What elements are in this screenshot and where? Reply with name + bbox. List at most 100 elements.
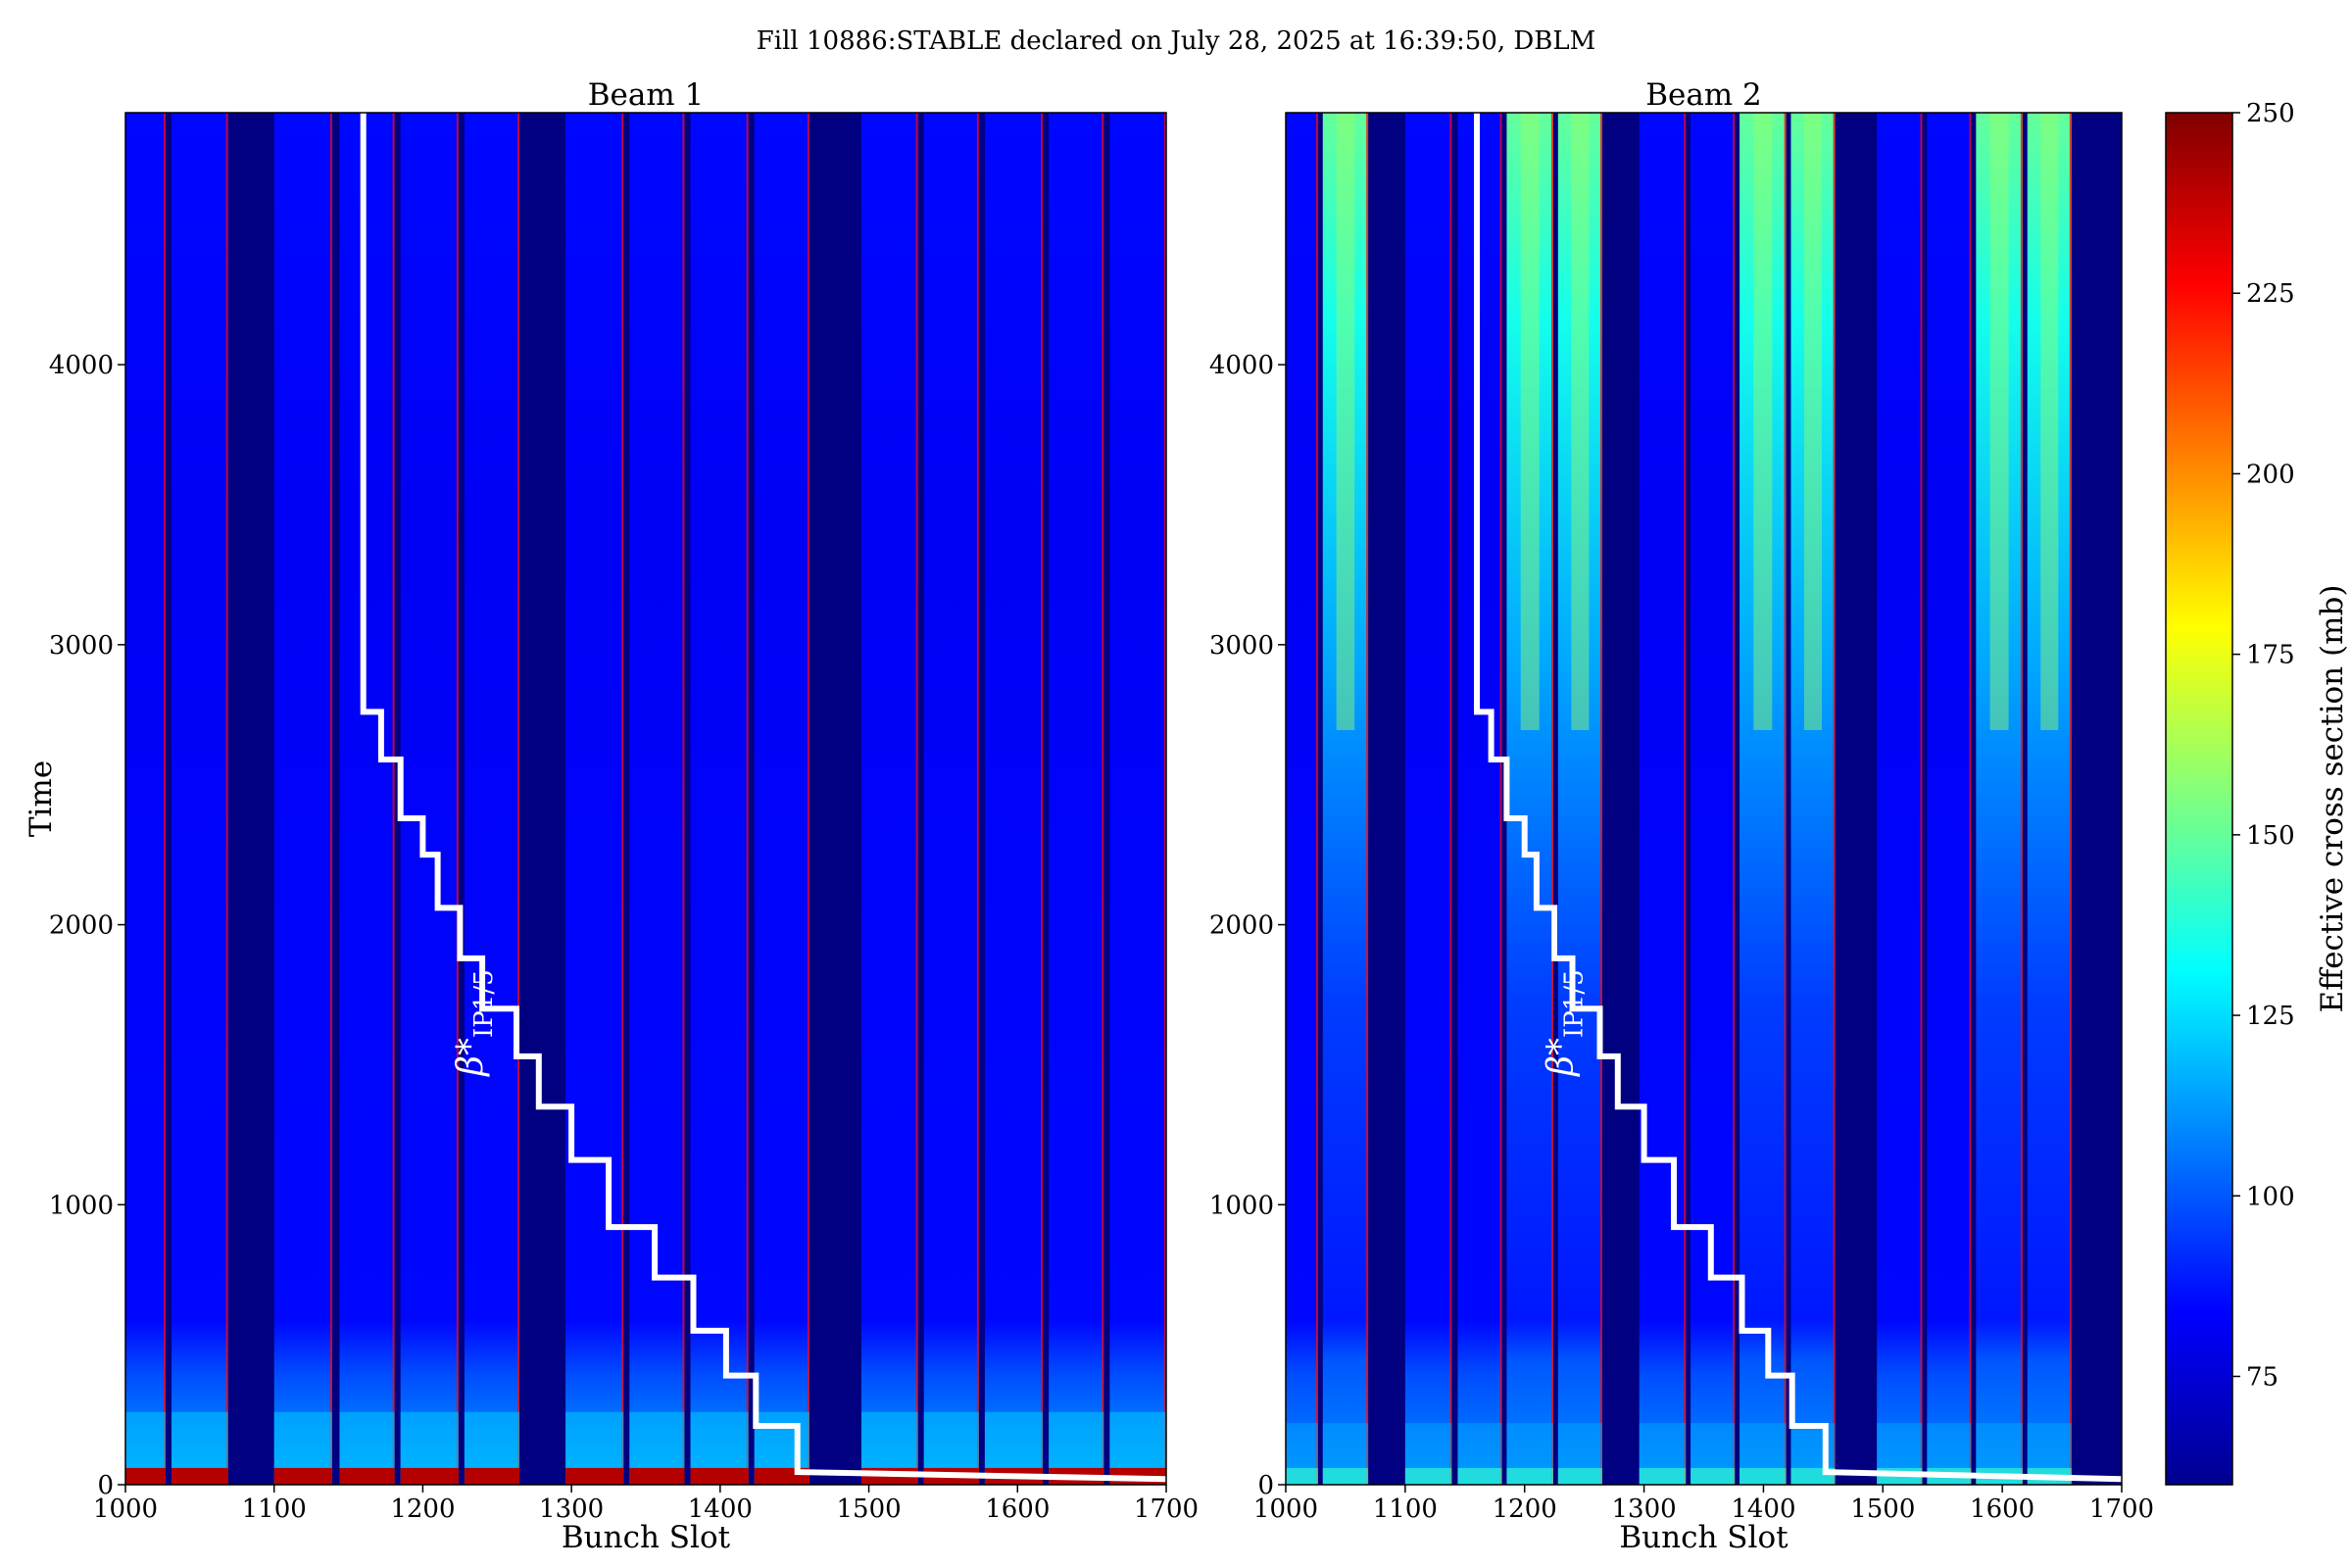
bunch-train-body [754,113,809,1485]
bunch-train-body [1322,113,1369,1485]
beta-star-symbol: β* [451,1038,491,1078]
bunch-train-core [1520,113,1540,730]
bunch-train-body [1404,113,1452,1485]
bunch-train-low-band [984,1411,1044,1468]
bunch-train [1322,113,1369,1485]
bunch-train-edge [1969,113,1972,1485]
beta-star-subscript: IP1/5 [1560,969,1590,1038]
x-tick-label: 1200 [390,1494,455,1524]
x-tick-label: 1100 [242,1494,307,1524]
bunch-train-start-band [1404,1467,1452,1485]
bunch-train [1976,113,2023,1485]
bunch-train [464,113,520,1485]
x-axis-label: Bunch Slot [1619,1520,1788,1555]
x-tick-label: 1700 [1134,1494,1199,1524]
bunch-train-body [1109,113,1166,1485]
beta-star-staircase [360,113,1167,1483]
bunch-train-edge [682,113,685,1485]
bunch-train-edge [807,113,809,1485]
bunch-train-edge [1833,113,1836,1485]
bunch-train-start-band [1740,1467,1787,1485]
bunch-train-body [923,113,979,1485]
beam-1-heatmap: β*IP1/5 1000 1100 1200 1300 1400 1500 1600 1700 0… [24,77,1199,1555]
panel-title: Beam 1 [588,77,705,113]
bunch-train-edge [1366,113,1369,1485]
bunch-train [1639,113,1687,1485]
bunch-train-low-band [1976,1423,2023,1468]
bunch-train-start-band [1639,1467,1687,1485]
bunch-train [1286,113,1318,1485]
bunch-train-low-band [1049,1411,1104,1468]
bunch-train-core [1803,113,1823,730]
panel-title: Beam 2 [1645,77,1762,113]
y-tick-label: 2000 [49,911,114,941]
bunch-train-edge [1599,113,1602,1485]
bunch-train-edge [329,113,332,1485]
x-tick-label: 1000 [1253,1494,1318,1524]
bunch-train-edge [517,113,520,1485]
beta-star-annotation: β*IP1/5 [451,969,499,1077]
colorbar-tick-label: 250 [2246,99,2295,128]
bunch-train-low-band [1877,1423,1923,1468]
bunch-train [1557,113,1602,1485]
bunch-train-body [1877,113,1923,1485]
bunch-train-body [1049,113,1104,1485]
bunch-train-body [2027,113,2072,1485]
bunch-train-body [1286,113,1318,1485]
bunch-train-low-band [1322,1423,1369,1468]
bunch-train-edge [1733,113,1736,1485]
bunch-train-body [273,113,332,1485]
bunch-train [1790,113,1836,1485]
bunch-train-edge [976,113,979,1485]
bunch-train-low-band [1927,1423,1972,1468]
bunch-train-edge [456,113,459,1485]
bunch-train-body [984,113,1044,1485]
bunch-train-edge [1041,113,1044,1485]
y-tick-label: 3000 [49,631,114,661]
bunch-train [1049,113,1104,1485]
bunch-train-body [400,113,459,1485]
bunch-train [923,113,979,1485]
bunch-train-start-band [339,1467,395,1485]
beam-2-heatmap: β*IP1/5 1000 1100 1200 1300 1400 1500 1600 1700 0… [1209,77,2154,1555]
bunch-train-edge [392,113,395,1485]
x-tick-label: 1300 [1611,1494,1676,1524]
bunch-train-core [1753,113,1773,730]
bunch-train-edge [1164,113,1166,1485]
bunch-train-start-band [1286,1467,1318,1485]
bunch-train-start-band [629,1467,685,1485]
bunch-train [1457,113,1502,1485]
bunch-train-start-band [565,1467,624,1485]
x-tick-label: 1600 [985,1494,1050,1524]
x-tick-label: 1500 [836,1494,901,1524]
bunch-train-edge [1684,113,1687,1485]
bunch-train-low-band [690,1411,749,1468]
beta-star-annotation: β*IP1/5 [1542,969,1590,1077]
x-tick-label: 1300 [539,1494,604,1524]
bunch-train-body [1927,113,1972,1485]
bunch-train [565,113,624,1485]
bunch-train-body [690,113,749,1485]
beta-star-staircase [1474,113,2123,1483]
bunch-train-core [1336,113,1355,730]
colorbar-tick-label: 75 [2246,1362,2278,1392]
bunch-train-body [1790,113,1836,1485]
bunch-train-body [339,113,395,1485]
bunch-train-start-band [690,1467,749,1485]
bunch-train-low-band [1457,1423,1502,1468]
bunch-train-low-band [400,1411,459,1468]
bunch-train-core [2040,113,2059,730]
bunch-train-low-band [172,1411,228,1468]
bunch-train-start-band [1690,1467,1736,1485]
colorbar-tick-label: 125 [2246,1002,2295,1031]
bunch-train [1740,113,1787,1485]
bunch-train-start-band [172,1467,228,1485]
bunch-train-low-band [339,1411,395,1468]
colorbar-tick-label: 100 [2246,1182,2295,1211]
bunch-train-low-band [273,1411,332,1468]
bunch-train [1506,113,1553,1485]
x-tick-label: 1400 [1731,1494,1795,1524]
bunch-train [984,113,1044,1485]
bunch-train-edge [915,113,918,1485]
